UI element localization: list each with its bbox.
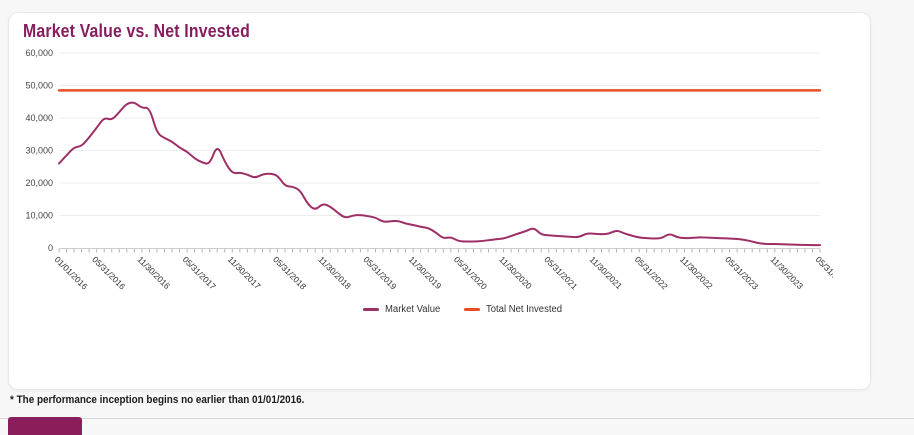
x-axis-tick-label: 11/30/2022 — [678, 254, 715, 291]
market-value-line — [58, 101, 822, 247]
chart-title: Market Value vs. Net Invested — [23, 21, 250, 41]
x-axis-tick-label: 11/30/2019 — [407, 254, 444, 291]
x-axis-tick-label: 05/31/2024 — [814, 254, 851, 291]
x-axis-tick-label: 05/31/2020 — [452, 254, 489, 291]
x-axis-labels: 01/01/2016 05/31/2016 11/30/2016 05/31/2017… — [53, 254, 851, 291]
x-axis-tick-label: 11/30/2020 — [497, 254, 534, 291]
y-axis-tick-label: 0 — [48, 243, 53, 253]
chart-legend: Market Value Total Net Invested — [59, 304, 870, 315]
market-value-swatch — [363, 308, 380, 311]
x-axis-tick-label: 05/31/2016 — [90, 254, 127, 291]
y-axis-tick-label: 50,000 — [25, 81, 53, 91]
x-axis-tick-label: 05/31/2021 — [542, 254, 579, 291]
x-axis-tick-label: 11/30/2018 — [316, 254, 353, 291]
y-axis-tick-label: 30,000 — [25, 146, 53, 156]
x-axis-tick-label: 05/31/2019 — [362, 254, 399, 291]
x-axis-tick-label: 05/31/2022 — [633, 254, 670, 291]
legend-item-net-invested: Total Net Invested — [463, 304, 566, 315]
performance-inception-footnote: * The performance inception begins no ea… — [10, 394, 305, 406]
legend-item-market-value: Market Value — [363, 304, 443, 315]
x-axis-tick-label: 05/31/2018 — [271, 254, 308, 291]
y-axis-tick-label: 10,000 — [25, 211, 53, 221]
x-axis-tick-label: 11/30/2021 — [588, 254, 625, 291]
x-axis-tick-label: 05/31/2017 — [181, 254, 218, 291]
y-axis-tick-label: 40,000 — [25, 113, 53, 123]
x-axis-tick-label: 11/30/2016 — [135, 254, 172, 291]
bottom-divider — [0, 418, 914, 419]
y-axis-tick-label: 20,000 — [25, 178, 53, 188]
net-invested-swatch — [463, 308, 480, 311]
x-axis-tick-label: 01/01/2016 — [53, 254, 90, 291]
y-axis-tick-label: 60,000 — [25, 48, 53, 58]
x-axis-tick-label: 05/31/2023 — [723, 254, 760, 291]
chart-card: Market Value vs. Net Invested 0 10,000 20,… — [8, 12, 871, 390]
x-axis-tick-label: 11/30/2023 — [768, 254, 805, 291]
x-axis-tick-label: 11/30/2017 — [226, 254, 263, 291]
partial-action-button[interactable] — [8, 417, 82, 435]
legend-label-net-invested: Total Net Invested — [485, 304, 562, 315]
market-value-chart: 0 10,000 20,000 30,000 40,000 50,000 60,000 01/… — [25, 48, 851, 292]
legend-label-market-value: Market Value — [385, 304, 441, 315]
